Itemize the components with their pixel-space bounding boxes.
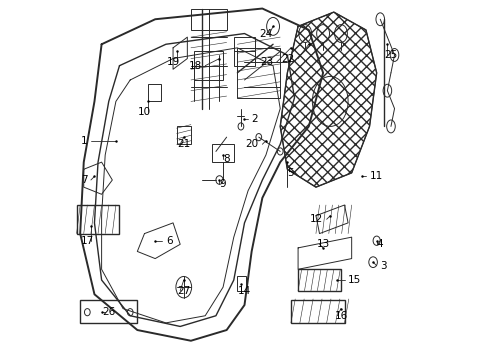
- Text: 20: 20: [245, 139, 258, 149]
- Bar: [237, 48, 280, 98]
- Text: 21: 21: [177, 139, 190, 149]
- Text: 19: 19: [166, 57, 179, 67]
- Text: 4: 4: [376, 239, 383, 249]
- Bar: [237, 276, 246, 291]
- Bar: [190, 9, 226, 30]
- Text: 7: 7: [81, 175, 87, 185]
- Bar: [298, 269, 340, 291]
- Text: 16: 16: [334, 311, 347, 321]
- Text: 10: 10: [138, 107, 151, 117]
- Text: 17: 17: [81, 236, 94, 246]
- Text: 14: 14: [237, 286, 251, 296]
- Bar: [290, 300, 344, 323]
- Text: 25: 25: [384, 50, 397, 60]
- Text: 9: 9: [219, 179, 226, 189]
- Text: 3: 3: [380, 261, 386, 271]
- Bar: [176, 126, 190, 144]
- Text: 15: 15: [347, 275, 361, 285]
- Bar: [194, 51, 223, 80]
- Text: 24: 24: [259, 28, 272, 39]
- Text: 5: 5: [287, 168, 294, 178]
- Text: 27: 27: [177, 286, 190, 296]
- Bar: [80, 300, 137, 323]
- Text: 8: 8: [223, 154, 229, 163]
- Bar: [212, 144, 233, 162]
- Bar: [233, 37, 255, 66]
- Text: 22: 22: [281, 54, 294, 64]
- Text: 12: 12: [309, 214, 323, 224]
- Text: 11: 11: [369, 171, 382, 181]
- Bar: [77, 205, 119, 234]
- Text: 1: 1: [81, 136, 87, 146]
- Text: 23: 23: [259, 57, 272, 67]
- Bar: [148, 84, 160, 102]
- Text: 13: 13: [316, 239, 329, 249]
- Text: 2: 2: [251, 114, 258, 124]
- Text: 18: 18: [188, 61, 201, 71]
- Text: 6: 6: [165, 236, 172, 246]
- Text: 26: 26: [102, 307, 115, 317]
